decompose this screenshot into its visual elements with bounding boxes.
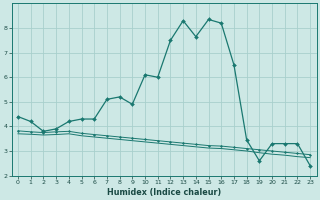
X-axis label: Humidex (Indice chaleur): Humidex (Indice chaleur) bbox=[107, 188, 221, 197]
